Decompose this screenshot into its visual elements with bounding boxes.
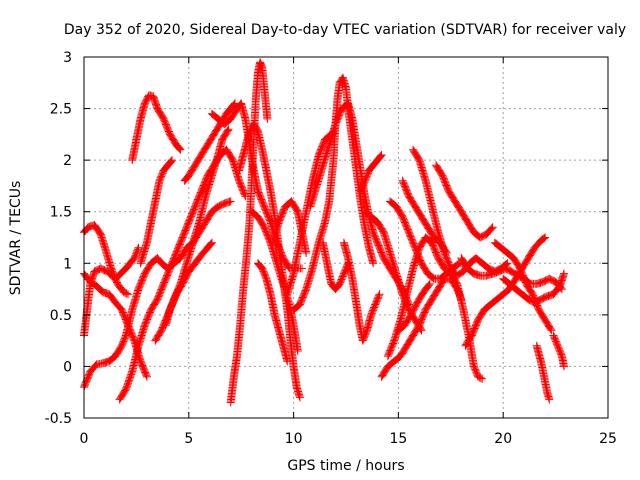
x-axis-label: GPS time / hours <box>287 458 404 474</box>
plus-markers <box>136 156 176 268</box>
y-tick-label: 0 <box>63 359 72 375</box>
data-series <box>80 58 568 407</box>
plus-markers <box>226 58 272 407</box>
series-arc-36 <box>549 331 568 371</box>
series-arc-33 <box>490 238 556 335</box>
plus-markers <box>394 279 434 335</box>
x-tick-label: 25 <box>599 431 617 447</box>
y-tick-label: -0.5 <box>45 411 72 427</box>
plus-markers <box>386 197 470 283</box>
series-arc-7 <box>136 156 176 268</box>
plus-markers <box>180 99 239 185</box>
y-tick-label: 0.5 <box>50 308 72 324</box>
y-axis-label: SDTVAR / TECUs <box>8 181 24 296</box>
series-arc-14 <box>247 207 302 355</box>
series-arc-35 <box>532 341 554 404</box>
series-arc-12 <box>226 58 272 407</box>
series-arc-29 <box>409 145 512 280</box>
plot-frame <box>83 56 609 419</box>
plus-markers <box>499 269 568 307</box>
x-tick-label: 20 <box>494 431 512 447</box>
series-arc-22 <box>356 151 386 196</box>
series-arc-10 <box>180 99 239 185</box>
plus-markers <box>318 238 353 294</box>
plus-markers <box>247 207 302 355</box>
series-arc-27 <box>394 279 434 335</box>
series-arc-8 <box>151 125 233 345</box>
axis-ticks: 0 5 10 15 20 25 -0.5 0 0.5 1 1.5 2 2.5 3 <box>45 50 617 447</box>
plus-markers <box>490 238 556 335</box>
series-arc-23 <box>360 207 426 335</box>
plus-markers <box>532 341 554 404</box>
series-arc-6 <box>128 91 185 165</box>
plus-markers <box>409 145 512 280</box>
x-tick-label: 10 <box>285 431 303 447</box>
y-tick-label: 2.5 <box>50 102 72 118</box>
plus-markers <box>128 91 185 165</box>
plus-markers <box>339 238 384 345</box>
plus-markers <box>549 331 568 371</box>
series-arc-26 <box>386 197 470 283</box>
y-tick-label: 2 <box>63 153 72 169</box>
x-tick-label: 5 <box>184 431 193 447</box>
y-tick-label: 1 <box>63 256 72 272</box>
series-arc-30 <box>432 161 497 242</box>
y-tick-label: 1.5 <box>50 205 72 221</box>
x-tick-label: 15 <box>389 431 407 447</box>
series-arc-34 <box>499 269 568 307</box>
plus-markers <box>151 125 233 345</box>
series-arc-21 <box>339 238 384 345</box>
plus-markers <box>254 259 292 366</box>
chart-title: Day 352 of 2020, Sidereal Day-to-day VTE… <box>64 22 626 38</box>
series-arc-9 <box>161 238 216 330</box>
series-arc-15 <box>254 259 292 366</box>
series-arc-20 <box>318 238 353 294</box>
plus-markers <box>360 207 426 335</box>
x-tick-label: 0 <box>80 431 89 447</box>
plus-markers <box>432 161 497 242</box>
y-tick-label: 3 <box>63 50 72 66</box>
plus-markers <box>356 151 386 196</box>
plus-markers <box>161 238 216 330</box>
